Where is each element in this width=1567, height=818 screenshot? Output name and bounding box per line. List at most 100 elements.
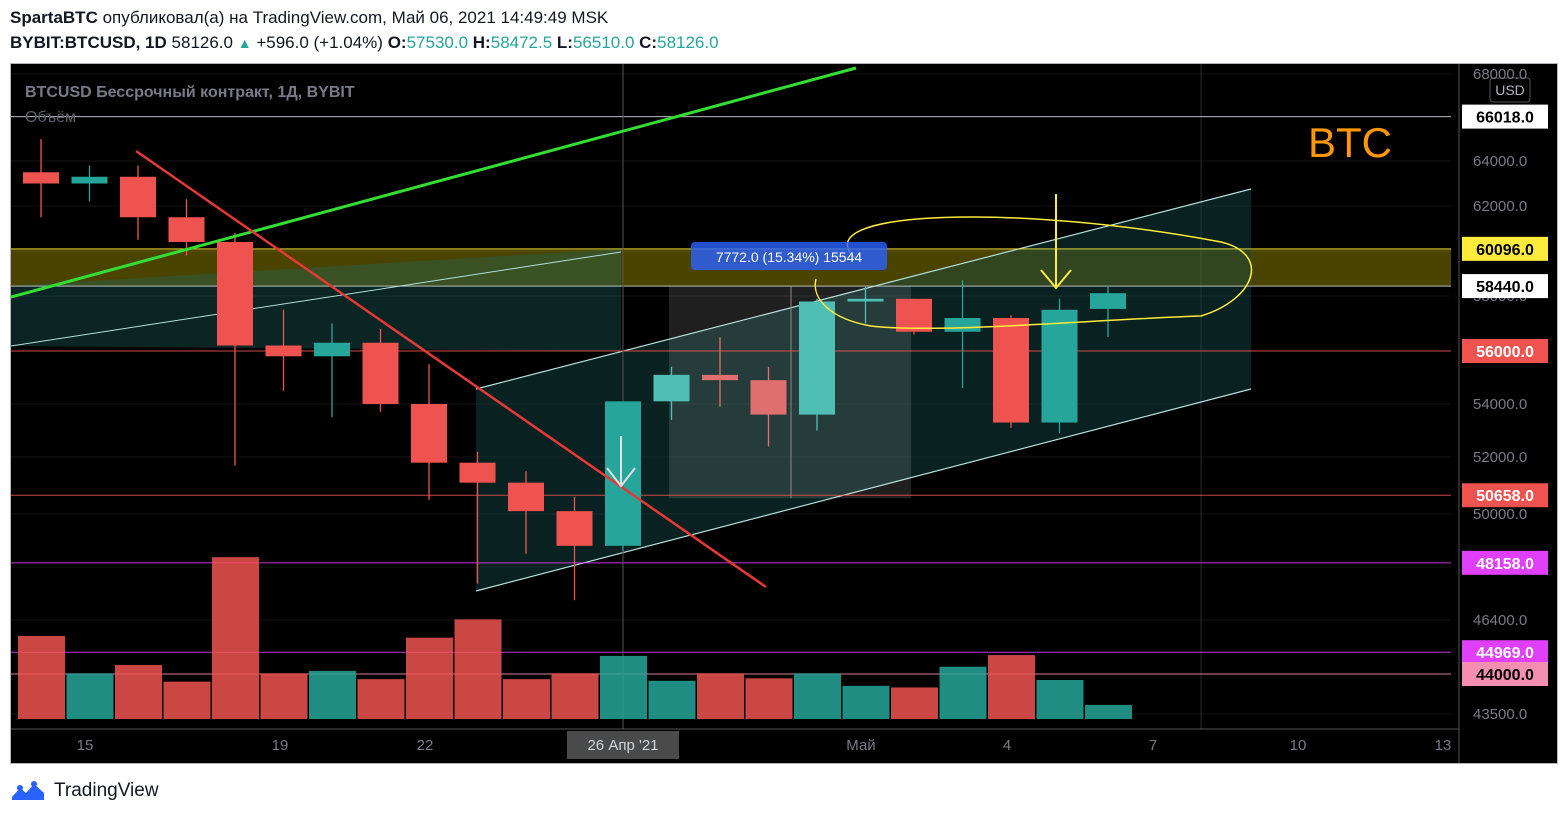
candle[interactable] xyxy=(896,298,932,332)
price-level-badge[interactable] xyxy=(1462,662,1548,686)
candle[interactable] xyxy=(799,301,835,415)
price-tick-label: 68000.0 xyxy=(1473,66,1527,83)
price-chart[interactable]: 7772.0 (15.34%) 15544 USD68000.066000.06… xyxy=(10,64,1557,763)
footer: TradingView xyxy=(10,776,159,806)
author[interactable]: SpartaBTC xyxy=(10,8,98,27)
channel-lower-line xyxy=(475,388,1252,592)
price-tick-label: 52000.0 xyxy=(1473,449,1527,466)
price-tick-label: 50000.0 xyxy=(1473,506,1527,523)
candle[interactable] xyxy=(265,345,302,357)
time-tick-label: 7 xyxy=(1149,737,1157,754)
chart-title: BTCUSD Бессрочный контракт, 1Д, BYBIT xyxy=(25,84,355,101)
volume-bar xyxy=(794,673,841,719)
price-level-badge[interactable] xyxy=(1462,236,1548,261)
crosshair-time-badge xyxy=(567,731,679,759)
candle[interactable] xyxy=(750,380,787,415)
btc-annotation: BTC xyxy=(1308,119,1392,166)
volume-bar xyxy=(163,681,211,719)
open-value: 57530.0 xyxy=(406,33,469,52)
close-label: C: xyxy=(639,33,658,52)
price-level-badge[interactable] xyxy=(1462,274,1548,299)
candle[interactable] xyxy=(508,482,544,512)
price-level-label: 60096.0 xyxy=(1476,242,1534,259)
candle[interactable] xyxy=(314,342,350,357)
candle[interactable] xyxy=(411,404,447,463)
brand[interactable]: TradingView xyxy=(54,780,159,801)
volume-bar xyxy=(1036,679,1084,719)
volume-bar xyxy=(988,655,1035,719)
price-level-badge[interactable] xyxy=(1462,640,1548,665)
candle[interactable] xyxy=(120,176,156,218)
chart-panel[interactable]: 7772.0 (15.34%) 15544 USD68000.066000.06… xyxy=(10,63,1558,764)
volume-bar xyxy=(357,679,405,719)
candle[interactable] xyxy=(556,511,593,546)
volume-bar xyxy=(600,655,647,719)
publish-info: SpartaBTC опубликовал(а) на TradingView.… xyxy=(10,8,608,28)
measure-badge xyxy=(691,242,887,270)
price-tick-label: 62000.0 xyxy=(1473,198,1527,215)
price-level-badge[interactable] xyxy=(1462,550,1548,575)
candle[interactable] xyxy=(362,342,399,404)
time-tick-label: 10 xyxy=(1290,737,1307,754)
volume-bar xyxy=(454,619,502,719)
volume-bar xyxy=(309,670,356,719)
candle[interactable] xyxy=(1090,293,1126,309)
green-trendline[interactable] xyxy=(10,66,857,299)
crosshair-time-label: 26 Апр '21 xyxy=(587,737,658,754)
high-label: H: xyxy=(472,33,491,52)
candle[interactable] xyxy=(993,318,1029,423)
tradingview-logo-icon xyxy=(12,781,44,800)
price-tick-label: 46400.0 xyxy=(1473,612,1527,629)
ascending-channel-fill xyxy=(476,189,1251,591)
volume-bar xyxy=(260,673,308,719)
volume-bar xyxy=(406,637,453,719)
price-level-label: 44000.0 xyxy=(1476,667,1534,684)
volume-bar xyxy=(503,679,550,719)
channel-upper-line xyxy=(475,188,1252,390)
yellow-arrow-head xyxy=(1040,269,1072,290)
price-level-label: 44969.0 xyxy=(1476,645,1534,662)
price-tick-label: 43500.0 xyxy=(1473,706,1527,723)
candle[interactable] xyxy=(847,298,884,302)
measure-label: 7772.0 (15.34%) 15544 xyxy=(716,249,863,265)
candle[interactable] xyxy=(23,172,59,184)
candle[interactable] xyxy=(459,462,496,483)
low-label: L: xyxy=(556,33,573,52)
price-level-badge[interactable] xyxy=(1462,483,1548,508)
ohlc-bar: BYBIT:BTCUSD, 1D 58126.0 ▲ +596.0 (+1.04… xyxy=(10,33,719,53)
currency-label: USD xyxy=(1495,82,1525,98)
highlight-ellipse xyxy=(814,216,1253,330)
candle[interactable] xyxy=(217,242,253,346)
price-level-label: 56000.0 xyxy=(1476,344,1534,361)
price-level-label: 48158.0 xyxy=(1476,556,1534,573)
volume-label: Объём xyxy=(25,109,76,126)
symbol: BYBIT:BTCUSD, 1D xyxy=(10,33,167,52)
candle[interactable] xyxy=(1041,309,1078,423)
price-level-label: 50658.0 xyxy=(1476,488,1534,505)
volume-bar xyxy=(697,673,744,719)
red-trendline[interactable] xyxy=(135,149,767,589)
candle[interactable] xyxy=(71,176,108,184)
time-tick-label: 22 xyxy=(417,737,434,754)
candle[interactable] xyxy=(944,318,981,332)
descending-fill xyxy=(11,248,621,351)
candle[interactable] xyxy=(168,217,205,242)
white-arrow-head xyxy=(606,467,636,488)
volume-bar xyxy=(1085,704,1132,719)
volume-bar xyxy=(891,687,938,719)
open-label: O: xyxy=(387,33,407,52)
candle[interactable] xyxy=(653,374,690,402)
low-value: 56510.0 xyxy=(572,33,635,52)
close-value: 58126.0 xyxy=(657,33,719,52)
currency-badge[interactable] xyxy=(1489,77,1531,103)
price-level-badge[interactable] xyxy=(1462,339,1548,363)
volume-bar xyxy=(842,685,890,719)
parallel-line xyxy=(10,251,622,347)
price-level-label: 66018.0 xyxy=(1476,110,1534,127)
up-triangle-icon: ▲ xyxy=(237,35,252,51)
volume-bar xyxy=(551,673,599,719)
candle[interactable] xyxy=(702,374,738,381)
change: +596.0 (+1.04%) xyxy=(256,33,383,52)
volume-bar xyxy=(18,636,65,719)
price-level-badge[interactable] xyxy=(1462,104,1548,129)
